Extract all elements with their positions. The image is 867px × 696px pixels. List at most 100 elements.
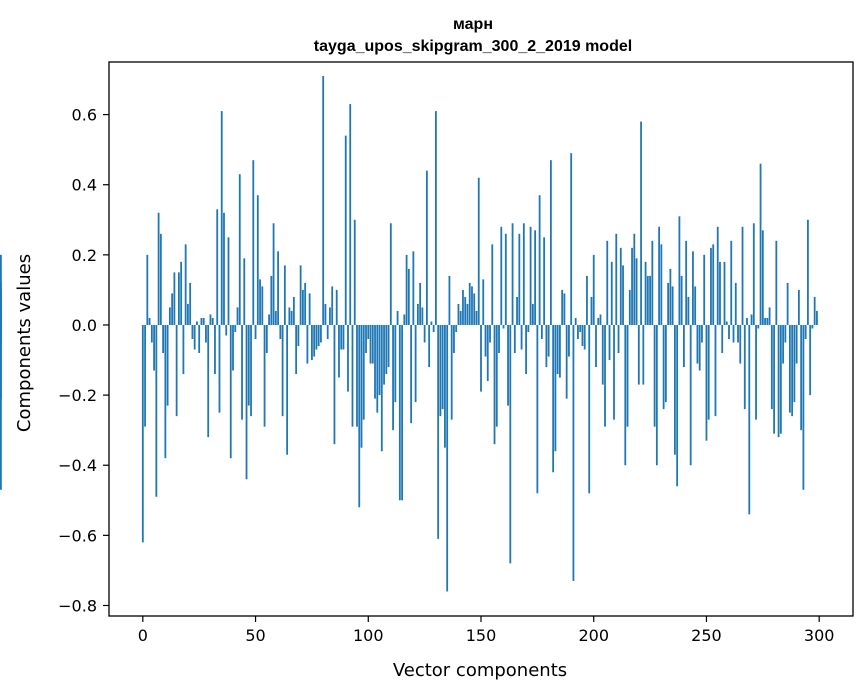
bar [435, 111, 437, 325]
bar [608, 324, 611, 361]
bar [155, 324, 158, 497]
bar [335, 289, 338, 325]
bar [692, 251, 694, 325]
bar [570, 153, 573, 325]
bar [739, 324, 742, 364]
bar [416, 303, 419, 325]
bar [441, 324, 444, 410]
bar [268, 314, 270, 325]
bar [622, 265, 624, 325]
bar [159, 233, 162, 325]
bar [507, 324, 509, 406]
bar [750, 314, 753, 325]
bar [243, 258, 246, 325]
bar [430, 321, 433, 325]
bar [606, 240, 609, 325]
bar [743, 324, 746, 410]
bar [362, 324, 365, 420]
bar [495, 324, 498, 427]
bar [484, 324, 487, 357]
bar [475, 310, 478, 325]
bar [572, 324, 575, 581]
bars-group [0, 76, 818, 592]
bar [491, 244, 494, 325]
bar [410, 324, 413, 424]
bar [531, 303, 534, 325]
bar [398, 324, 401, 501]
bar [153, 324, 155, 371]
bar [516, 296, 518, 325]
bar [150, 324, 153, 343]
y-axis-label: Components values [14, 254, 35, 432]
bar [651, 240, 654, 325]
bar [552, 324, 555, 473]
bar [628, 289, 631, 325]
bar [482, 279, 485, 325]
bar [392, 324, 394, 431]
bar [642, 324, 645, 385]
bar [716, 226, 719, 325]
bar [464, 296, 467, 325]
bar [448, 275, 451, 325]
bar [306, 324, 309, 364]
bar [290, 310, 293, 325]
bar [748, 324, 751, 515]
bar [610, 261, 613, 325]
bar [405, 254, 408, 325]
bar [601, 324, 604, 385]
bar [241, 324, 243, 420]
bar [234, 324, 237, 332]
bar [218, 324, 221, 413]
bar [583, 324, 586, 350]
bar [232, 324, 234, 371]
bar [773, 324, 775, 434]
bar [579, 324, 582, 332]
bar [504, 233, 507, 325]
bar [279, 324, 282, 339]
bar [613, 324, 615, 420]
bar [689, 324, 692, 466]
bar [696, 324, 699, 364]
bar [254, 324, 257, 339]
bar [425, 170, 428, 325]
bar [595, 324, 597, 368]
bar [764, 317, 766, 325]
bar [356, 324, 358, 427]
bar [640, 121, 642, 325]
bar [297, 324, 300, 347]
bar [795, 324, 798, 364]
bar [340, 324, 343, 350]
bar [315, 324, 318, 350]
bar [385, 324, 388, 375]
bar [292, 296, 295, 325]
y-tick-label: 0.6 [72, 106, 97, 125]
bar [477, 177, 480, 325]
bar [209, 314, 212, 325]
y-axis: 0.6 0.4 0.2 0.0 −0.2 −0.4 −0.6 −0.8 [58, 106, 109, 615]
bar [646, 275, 649, 325]
bar [592, 254, 595, 325]
bar [581, 324, 584, 347]
bar [462, 289, 464, 325]
x-tick-label: 200 [578, 626, 609, 645]
bar [394, 324, 397, 403]
bar [635, 258, 638, 325]
bar [439, 324, 442, 417]
bar [714, 324, 717, 417]
bar [387, 324, 390, 368]
y-tick-label: 0.0 [72, 316, 97, 335]
bar [299, 265, 302, 325]
bar [331, 286, 334, 325]
bar [223, 212, 225, 325]
bar [633, 233, 636, 325]
bar [414, 324, 417, 403]
bar [549, 160, 552, 325]
bar [710, 247, 712, 325]
bar [687, 296, 690, 325]
bar [236, 307, 239, 325]
bar [486, 324, 489, 382]
bar [493, 324, 496, 445]
bar [694, 286, 697, 325]
bar [534, 230, 537, 325]
